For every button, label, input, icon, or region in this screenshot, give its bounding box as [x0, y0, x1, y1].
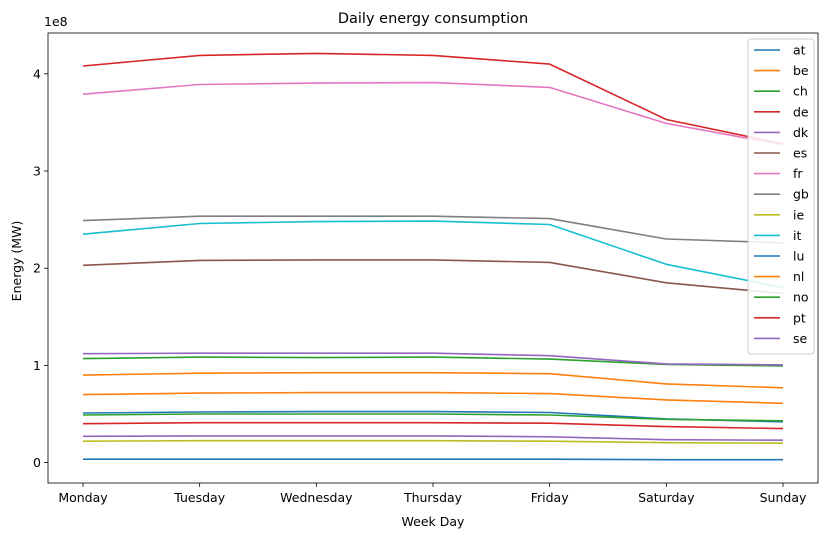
y-tick-label: 0	[33, 455, 41, 470]
series-line-be	[82, 391, 784, 405]
series-line-fr	[82, 81, 784, 146]
legend-label-nl: nl	[793, 269, 804, 284]
x-tick-label: Wednesday	[280, 490, 353, 505]
legend-label-se: se	[793, 331, 808, 346]
y-tick-label: 3	[33, 164, 41, 179]
legend-label-dk: dk	[793, 125, 809, 140]
legend-label-at: at	[793, 43, 806, 58]
legend-label-be: be	[793, 63, 809, 78]
series-line-ie	[82, 439, 784, 445]
x-tick-label: Monday	[58, 490, 108, 505]
legend: at be ch de dk es fr gb ie it lu nl no pt se	[747, 38, 815, 355]
series-line-dk	[82, 435, 784, 442]
y-axis-offset-label: 1e8	[44, 14, 68, 29]
legend-label-it: it	[793, 228, 801, 243]
legend-label-fr: fr	[793, 166, 803, 181]
legend-label-ie: ie	[793, 207, 804, 222]
y-tick-label: 4	[33, 66, 41, 81]
y-tick-label: 1	[33, 358, 41, 373]
y-tick-label: 2	[33, 261, 41, 276]
y-axis-label: Energy (MW)	[9, 221, 24, 302]
series-line-ch	[82, 413, 784, 422]
series-line-lu	[83, 458, 783, 461]
series-line-gb	[82, 215, 784, 244]
plot-area: Monday Tuesday Wednesday Thursday Friday Satu…	[33, 32, 819, 505]
series-line-nl	[82, 371, 784, 389]
legend-label-gb: gb	[793, 187, 809, 202]
x-tick-label: Thursday	[403, 490, 463, 505]
x-tick-label: Tuesday	[173, 490, 225, 505]
legend-label-es: es	[793, 146, 807, 161]
chart-title: Daily energy consumption	[338, 11, 528, 27]
series-line-de	[82, 52, 784, 145]
legend-label-no: no	[793, 290, 809, 305]
x-tick-label: Friday	[531, 490, 569, 505]
series-line-se	[82, 352, 784, 366]
x-axis-label: Week Day	[402, 514, 466, 529]
series-line-es	[82, 259, 784, 295]
legend-label-pt: pt	[793, 310, 806, 325]
x-tick-label: Sunday	[760, 490, 807, 505]
legend-label-ch: ch	[793, 84, 808, 99]
x-tick-label: Saturday	[638, 490, 695, 505]
legend-label-de: de	[793, 104, 809, 119]
series-line-pt	[82, 421, 784, 430]
series-line-it	[82, 220, 784, 289]
legend-label-lu: lu	[793, 249, 804, 264]
legend-box	[747, 38, 815, 355]
